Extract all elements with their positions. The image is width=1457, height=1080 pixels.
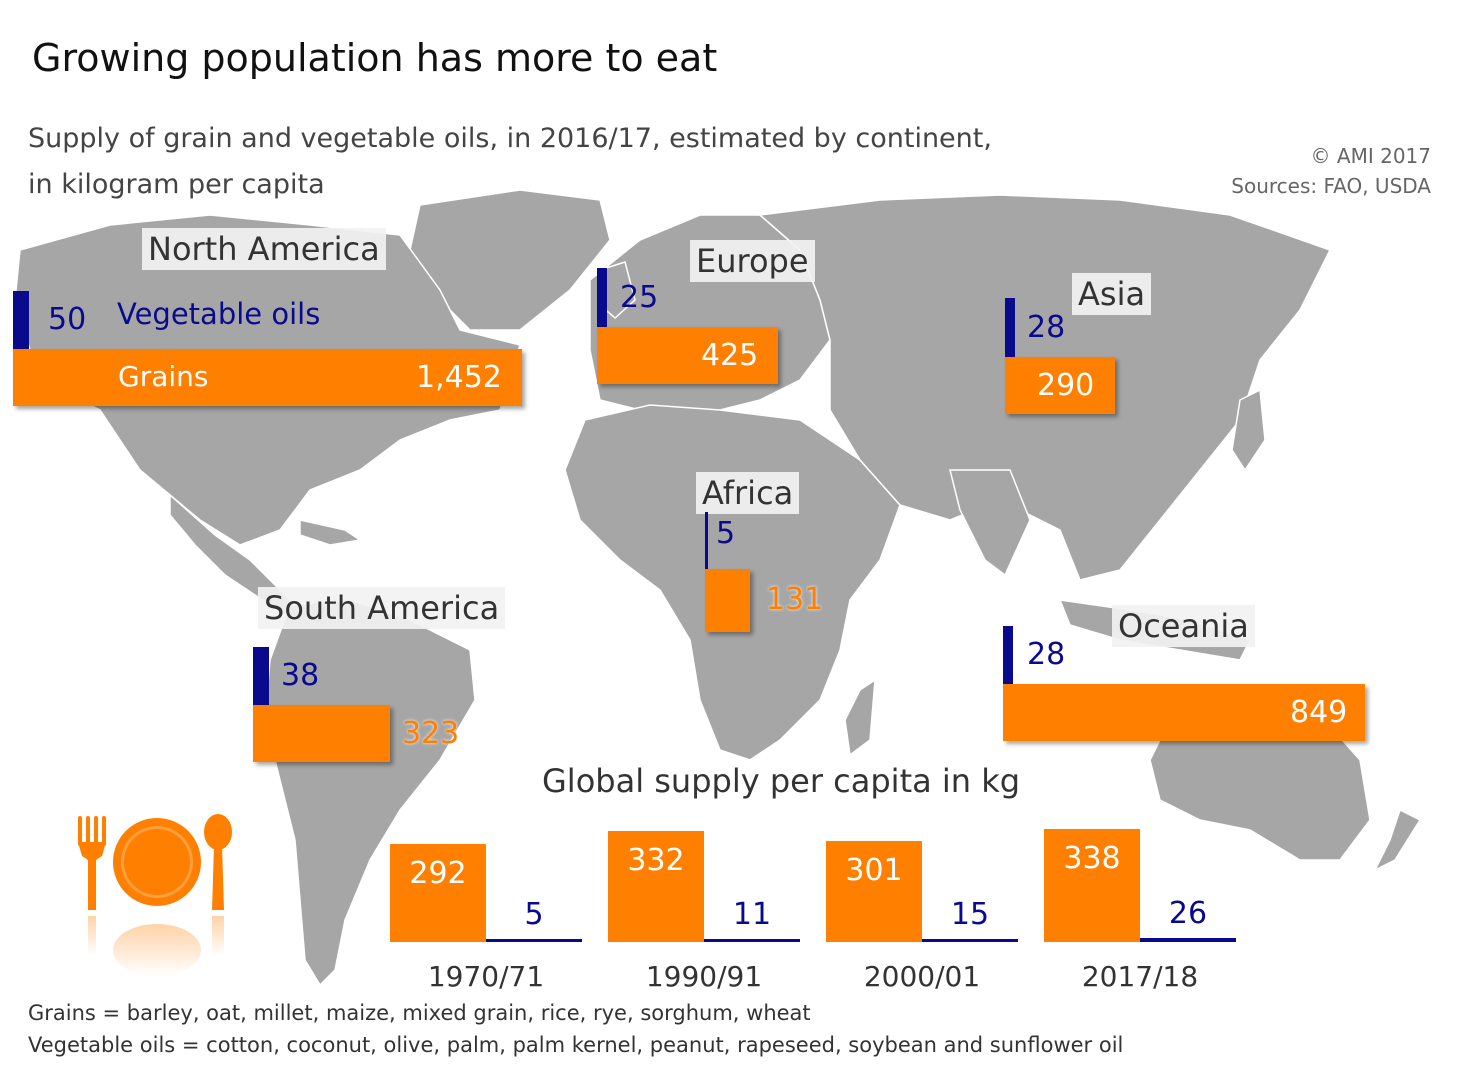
global-grains-bar-0 [390, 844, 486, 942]
continent-label-north-america: North America [142, 228, 386, 270]
global-oils-bar-1 [704, 939, 800, 942]
global-grains-bar-2 [826, 841, 922, 942]
continent-label-africa: Africa [696, 472, 800, 514]
grains-value-europe: 425 [701, 338, 759, 373]
japan-shape [1231, 388, 1266, 472]
sources-text: Sources: FAO, USDA [1231, 174, 1431, 198]
continent-label-asia: Asia [1072, 273, 1152, 315]
grains-value-oceania: 849 [1290, 695, 1348, 730]
oils-value-oceania: 28 [1027, 637, 1066, 672]
global-oils-value-0: 5 [524, 897, 544, 932]
global-grains-bar-3 [1044, 828, 1140, 942]
india-shape [949, 469, 1031, 577]
grains-bar-north-america [13, 349, 522, 406]
global-grains-value-2: 301 [845, 853, 903, 889]
new-zealand-shape [1373, 808, 1422, 872]
grains-value-south-america: 323 [402, 716, 460, 751]
grains-bar-africa [705, 569, 750, 632]
global-oils-value-2: 15 [950, 897, 990, 932]
oils-bar-africa [705, 512, 708, 569]
global-grains-value-3: 338 [1063, 840, 1121, 876]
global-oils-value-3: 26 [1168, 895, 1208, 931]
caribbean-shape [299, 519, 362, 546]
chart-subtitle-line2: in kilogram per capita [28, 169, 325, 200]
global-oils-bar-0 [486, 939, 582, 942]
continent-label-south-america: South America [258, 587, 506, 629]
grains-value-asia: 290 [1037, 368, 1095, 403]
global-grains-value-0: 292 [409, 856, 467, 892]
footnote-grains: Grains = barley, oat, millet, maize, mix… [28, 1001, 811, 1025]
oils-bar-asia [1005, 298, 1015, 357]
global-grains-value-1: 332 [627, 842, 685, 878]
global-year-label-1: 1990/91 [645, 960, 763, 993]
global-year-label-3: 2017/18 [1081, 960, 1199, 993]
oils-bar-north-america [13, 291, 29, 349]
legend-oils-label: Vegetable oils [117, 297, 321, 331]
oils-value-north-america: 50 [48, 302, 87, 337]
global-oils-value-1: 11 [732, 897, 772, 932]
continent-label-europe: Europe [690, 240, 815, 282]
global-year-label-2: 2000/01 [863, 960, 981, 993]
grains-bar-oceania [1003, 684, 1365, 741]
oils-bar-oceania [1003, 626, 1013, 684]
plate-cutlery-icon [78, 814, 232, 976]
oils-bar-south-america [253, 647, 269, 705]
global-grains-bar-1 [608, 830, 704, 942]
footnote-oils: Vegetable oils = cotton, coconut, olive,… [28, 1033, 1124, 1057]
oils-value-europe: 25 [620, 280, 659, 315]
global-oils-bar-2 [922, 939, 1018, 942]
grains-value-north-america: 1,452 [416, 360, 502, 395]
oils-value-asia: 28 [1027, 310, 1066, 345]
grains-bar-south-america [253, 705, 390, 762]
global-oils-bar-3 [1140, 937, 1236, 942]
grains-bar-asia [1005, 357, 1115, 414]
oils-value-south-america: 38 [281, 658, 320, 693]
oils-value-africa: 5 [716, 516, 736, 551]
continent-label-oceania: Oceania [1112, 605, 1255, 647]
south-america-shape [264, 599, 476, 987]
oils-bar-europe [597, 268, 607, 327]
grains-value-africa: 131 [766, 582, 824, 617]
global-chart-title: Global supply per capita in kg [542, 762, 1021, 800]
grains-bar-europe [597, 327, 778, 384]
copyright-text: © AMI 2017 [1310, 144, 1431, 168]
madagascar-shape [844, 678, 876, 757]
legend-grains-label: Grains [118, 360, 209, 393]
chart-title: Growing population has more to eat [32, 36, 718, 80]
chart-subtitle-line1: Supply of grain and vegetable oils, in 2… [28, 123, 992, 154]
global-year-label-0: 1970/71 [427, 960, 545, 993]
